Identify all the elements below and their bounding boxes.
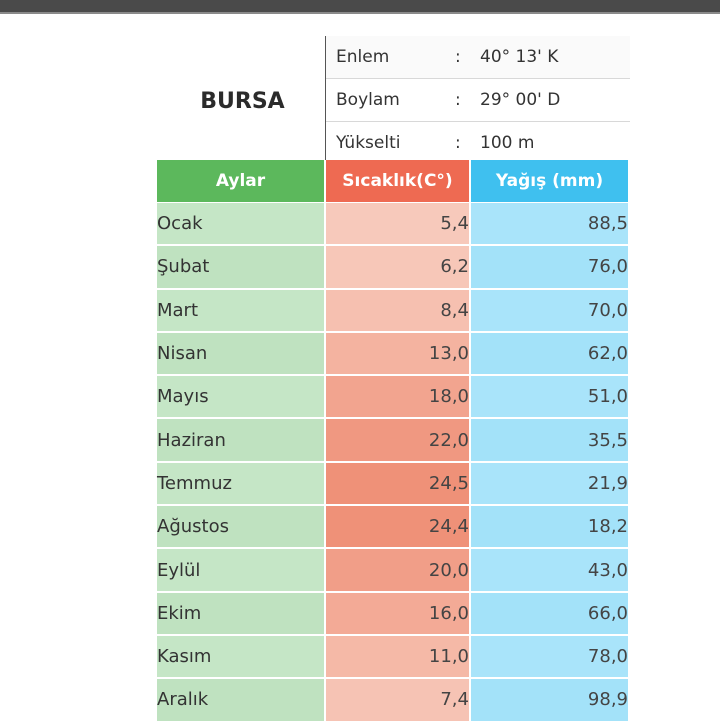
temperature-cell: 22,0 [324, 418, 471, 463]
table-row: Ağustos 24,4 18,2 [157, 505, 628, 550]
precipitation-cell: 62,0 [470, 331, 628, 377]
info-label: Boylam [336, 90, 400, 110]
month-cell: Şubat [157, 245, 325, 290]
temperature-cell: 24,5 [324, 461, 471, 507]
header-precipitation: Yağış (mm) [470, 160, 628, 203]
temperature-cell: 6,2 [324, 245, 471, 290]
table-row: Ekim 16,0 66,0 [157, 591, 628, 636]
info-value: 100 m [480, 133, 535, 153]
temperature-cell: 11,0 [324, 634, 471, 680]
info-label: Enlem [336, 47, 390, 67]
precipitation-cell: 88,5 [470, 202, 628, 247]
precipitation-cell: 21,9 [470, 461, 628, 507]
climate-table: Aylar Sıcaklık(C°) Yağış (mm) Ocak 5,4 88,… [157, 160, 628, 723]
table-row: Şubat 6,2 76,0 [157, 245, 628, 290]
table-row: Eylül 20,0 43,0 [157, 548, 628, 593]
header-month: Aylar [157, 160, 325, 203]
precipitation-cell: 43,0 [470, 548, 628, 593]
precipitation-cell: 18,2 [470, 505, 628, 550]
info-value: 40° 13' K [480, 47, 559, 67]
temperature-cell: 13,0 [324, 331, 471, 377]
info-value: 29° 00' D [480, 90, 561, 110]
temperature-cell: 18,0 [324, 375, 471, 420]
month-cell: Ekim [157, 591, 325, 636]
info-label: Yükselti [336, 133, 401, 153]
temperature-cell: 7,4 [324, 678, 471, 723]
precipitation-cell: 98,9 [470, 678, 628, 723]
precipitation-cell: 51,0 [470, 375, 628, 420]
temperature-cell: 20,0 [324, 548, 471, 593]
info-row-latitude: Enlem : 40° 13' K [326, 36, 630, 79]
month-cell: Aralık [157, 678, 325, 723]
info-row-elevation: Yükselti : 100 m [326, 122, 630, 164]
precipitation-cell: 70,0 [470, 288, 628, 333]
table-row: Temmuz 24,5 21,9 [157, 461, 628, 507]
temperature-cell: 16,0 [324, 591, 471, 636]
location-info: Enlem : 40° 13' K Boylam : 29° 00' D Yük… [325, 36, 630, 164]
header-temperature: Sıcaklık(C°) [324, 160, 471, 203]
table-body: Ocak 5,4 88,5 Şubat 6,2 76,0 Mart 8,4 70,0 Nisan 1… [157, 202, 628, 723]
month-cell: Ağustos [157, 505, 325, 550]
top-bar [0, 0, 720, 14]
temperature-cell: 8,4 [324, 288, 471, 333]
precipitation-cell: 76,0 [470, 245, 628, 290]
month-cell: Mart [157, 288, 325, 333]
precipitation-cell: 66,0 [470, 591, 628, 636]
table-row: Mayıs 18,0 51,0 [157, 375, 628, 420]
month-cell: Kasım [157, 634, 325, 680]
month-cell: Haziran [157, 418, 325, 463]
city-name: BURSA [200, 88, 285, 114]
info-colon: : [455, 133, 461, 153]
table-row: Mart 8,4 70,0 [157, 288, 628, 333]
table-row: Nisan 13,0 62,0 [157, 331, 628, 377]
month-cell: Nisan [157, 331, 325, 377]
month-cell: Mayıs [157, 375, 325, 420]
temperature-cell: 5,4 [324, 202, 471, 247]
month-cell: Ocak [157, 202, 325, 247]
top-bar-edge [0, 12, 720, 14]
info-colon: : [455, 47, 461, 67]
precipitation-cell: 35,5 [470, 418, 628, 463]
table-row: Aralık 7,4 98,9 [157, 678, 628, 723]
info-row-longitude: Boylam : 29° 00' D [326, 79, 630, 122]
table-row: Kasım 11,0 78,0 [157, 634, 628, 680]
info-colon: : [455, 90, 461, 110]
temperature-cell: 24,4 [324, 505, 471, 550]
table-header-row: Aylar Sıcaklık(C°) Yağış (mm) [157, 160, 628, 203]
month-cell: Eylül [157, 548, 325, 593]
month-cell: Temmuz [157, 461, 325, 507]
table-row: Haziran 22,0 35,5 [157, 418, 628, 463]
precipitation-cell: 78,0 [470, 634, 628, 680]
table-row: Ocak 5,4 88,5 [157, 202, 628, 247]
